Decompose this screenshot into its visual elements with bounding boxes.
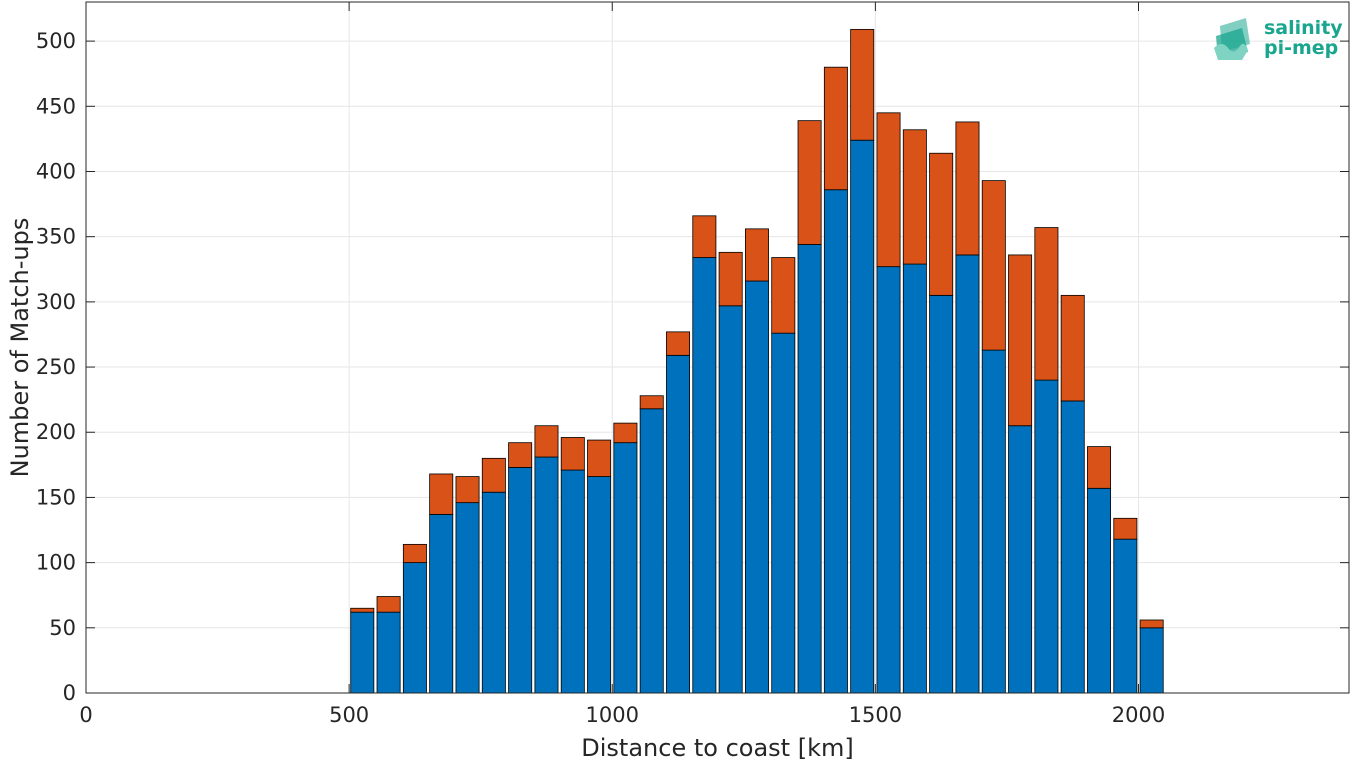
bar-series-2 (1113, 517, 1138, 540)
bar-series-2 (744, 228, 769, 282)
bar-series-1 (850, 139, 875, 694)
bar-series-2 (1139, 619, 1164, 629)
bar-series-2 (850, 28, 875, 141)
bar-series-2 (587, 439, 612, 477)
bar-series-1 (1139, 627, 1164, 694)
bar-series-2 (1060, 294, 1085, 402)
y-tick-label: 100 (36, 551, 76, 575)
y-tick-label: 450 (36, 94, 76, 118)
bar-series-2 (929, 152, 954, 296)
bar-series-2 (902, 129, 927, 265)
y-tick-label: 300 (36, 290, 76, 314)
y-tick-label: 400 (36, 159, 76, 183)
bar-series-1 (613, 442, 638, 694)
axes-box (85, 1, 1350, 694)
bar-series-2 (534, 425, 559, 458)
bar-series-2 (797, 120, 822, 245)
bar-series-2 (1034, 227, 1059, 381)
grid-lines (85, 2, 1349, 694)
x-tick-label: 1500 (849, 703, 902, 727)
bar-series-2 (692, 215, 717, 258)
bar-series-1 (797, 244, 822, 694)
x-tick-label: 2000 (1112, 703, 1165, 727)
bar-series-1 (718, 305, 743, 694)
bar-series-1 (587, 476, 612, 694)
bar-series-1 (1087, 487, 1112, 694)
bar-series-1 (376, 611, 401, 694)
bar-series-2 (823, 66, 848, 191)
bar-series-2 (666, 331, 691, 356)
y-tick-label: 50 (49, 616, 76, 640)
bar-series-1 (508, 467, 533, 694)
bar-series-2 (481, 457, 506, 493)
logo-wave-icon: salinity pi-mep (1214, 17, 1343, 60)
y-tick-label: 150 (36, 485, 76, 509)
bar-series-1 (639, 408, 664, 694)
salinity-pi-mep-logo: salinity pi-mep (1212, 14, 1343, 66)
bar-series-2 (508, 442, 533, 468)
bar-series-1 (744, 280, 769, 694)
bar-series-1 (402, 562, 427, 694)
y-tick-label: 500 (36, 29, 76, 53)
bar-series-1 (455, 502, 480, 694)
x-tick-label: 1000 (586, 703, 639, 727)
bar-series-1 (876, 266, 901, 694)
x-tick-label: 500 (329, 703, 369, 727)
bar-series-2 (1087, 446, 1112, 489)
bar-series-2 (981, 180, 1006, 351)
bar-series-1 (981, 349, 1006, 694)
y-tick-label: 250 (36, 355, 76, 379)
axis-ticks: 0 500 1000 1500 2000 0 50 100 150 200 250 300 350 400… (36, 2, 1349, 727)
bar-series-1 (823, 189, 848, 694)
y-axis-label: Number of Match-ups (6, 218, 34, 478)
bar-series-2 (376, 596, 401, 613)
bar-series-2 (402, 543, 427, 564)
x-axis-label: Distance to coast [km] (581, 734, 853, 761)
bar-series-2 (455, 476, 480, 504)
bar-series-2 (350, 607, 375, 613)
bar-series-1 (350, 611, 375, 694)
bars (350, 28, 1164, 694)
bar-series-1 (955, 254, 980, 694)
bar-series-2 (429, 473, 454, 515)
bar-series-1 (1113, 538, 1138, 694)
bar-series-1 (666, 354, 691, 694)
bar-series-1 (692, 257, 717, 694)
bar-series-1 (1008, 425, 1033, 694)
bar-series-2 (955, 121, 980, 256)
bar-series-2 (560, 437, 585, 471)
logo-line2: pi-mep (1264, 37, 1338, 59)
y-tick-label: 350 (36, 225, 76, 249)
bar-series-1 (534, 456, 559, 694)
bar-series-2 (639, 395, 664, 410)
bar-series-2 (1008, 254, 1033, 427)
bar-series-1 (1060, 400, 1085, 694)
bar-series-1 (902, 263, 927, 694)
x-tick-label: 0 (79, 703, 92, 727)
bar-series-1 (929, 294, 954, 694)
bar-series-1 (481, 491, 506, 694)
bar-series-2 (771, 257, 796, 334)
y-tick-label: 0 (63, 681, 76, 705)
bar-series-1 (560, 469, 585, 694)
y-tick-label: 200 (36, 420, 76, 444)
logo-line1: salinity (1264, 17, 1342, 39)
bar-series-1 (1034, 379, 1059, 694)
bar-series-2 (718, 251, 743, 307)
bar-series-2 (876, 112, 901, 268)
bar-series-1 (771, 332, 796, 694)
bar-series-2 (613, 422, 638, 444)
bar-series-1 (429, 513, 454, 694)
